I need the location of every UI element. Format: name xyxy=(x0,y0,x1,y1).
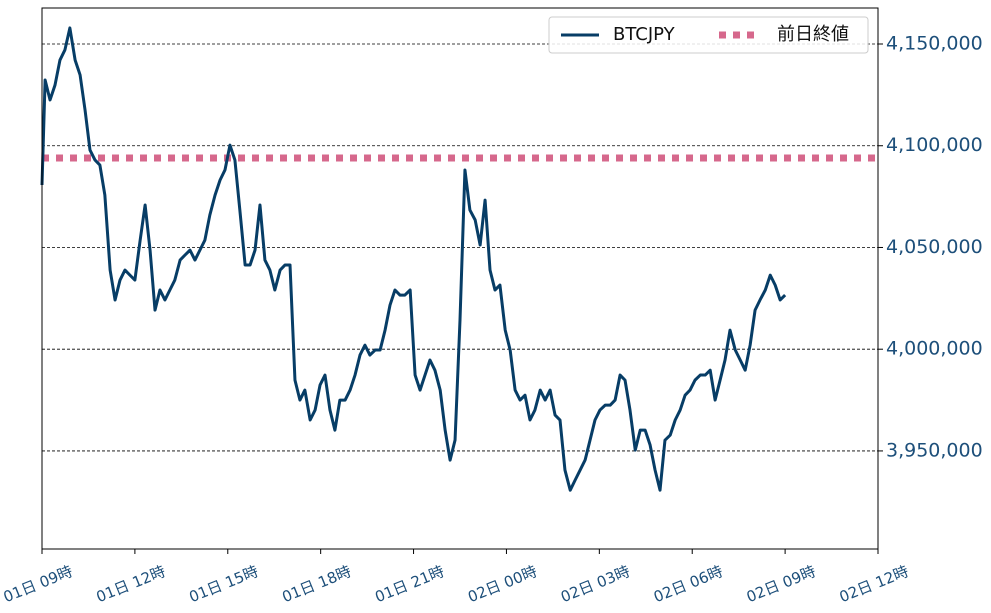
x-tick-label: 01日 18時 xyxy=(279,562,353,606)
y-tick-label: 4,000,000 xyxy=(886,338,983,360)
y-tick-label: 4,150,000 xyxy=(886,33,983,55)
x-tick-label: 02日 12時 xyxy=(837,562,911,606)
y-tick-label: 4,100,000 xyxy=(886,134,983,156)
x-tick-label: 01日 12時 xyxy=(94,562,168,606)
legend: BTCJPY 前日終値 xyxy=(548,16,869,54)
x-tick-label: 02日 03時 xyxy=(558,562,632,606)
legend-label: BTCJPY xyxy=(613,24,676,45)
y-tick-label: 4,050,000 xyxy=(886,236,983,258)
x-tick-label: 01日 09時 xyxy=(1,562,75,606)
legend-box xyxy=(548,16,869,54)
x-tick-label: 01日 21時 xyxy=(372,562,446,606)
x-tick-label: 02日 09時 xyxy=(744,562,818,606)
x-tick-label: 02日 06時 xyxy=(651,562,725,606)
plot-frame xyxy=(41,7,879,550)
legend-label: 前日終値 xyxy=(777,24,849,45)
y-tick-label: 3,950,000 xyxy=(886,439,983,461)
x-tick-label: 02日 00時 xyxy=(465,562,539,606)
price-line xyxy=(40,26,787,492)
x-tick-label: 01日 15時 xyxy=(187,562,261,606)
